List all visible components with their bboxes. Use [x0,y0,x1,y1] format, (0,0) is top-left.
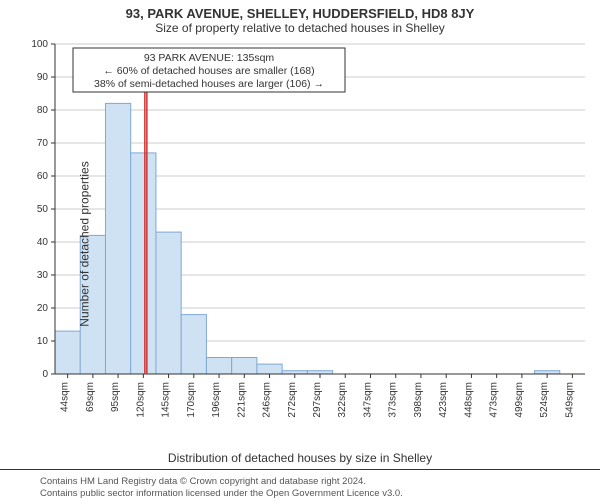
x-tick-label: 322sqm [337,382,348,418]
annotation-line-2: ← 60% of detached houses are smaller (16… [103,65,314,77]
x-tick-label: 373sqm [388,382,399,418]
histogram-bar [257,364,282,374]
x-tick-label: 473sqm [489,382,500,418]
y-tick-label: 80 [37,105,49,116]
annotation-line-1: 93 PARK AVENUE: 135sqm [144,52,275,64]
y-tick-label: 10 [37,336,49,347]
y-tick-label: 0 [42,369,48,380]
x-tick-label: 44sqm [60,382,71,412]
x-tick-label: 95sqm [110,382,121,412]
x-axis-label: Distribution of detached houses by size … [0,451,600,465]
x-tick-label: 272sqm [287,382,298,418]
y-tick-label: 100 [31,39,48,50]
x-tick-label: 196sqm [211,382,222,418]
y-tick-label: 30 [37,270,49,281]
x-tick-label: 448sqm [463,382,474,418]
x-tick-label: 423sqm [438,382,449,418]
x-tick-label: 499sqm [514,382,525,418]
histogram-bar [105,103,130,374]
histogram-bar [181,315,206,374]
x-tick-label: 145sqm [161,382,172,418]
x-tick-label: 120sqm [135,382,146,418]
histogram-bar [156,232,181,374]
y-tick-label: 50 [37,204,49,215]
chart-title-main: 93, PARK AVENUE, SHELLEY, HUDDERSFIELD, … [0,0,600,21]
y-tick-label: 40 [37,237,49,248]
histogram-bar [232,358,257,375]
x-tick-label: 170sqm [186,382,197,418]
footer-line-2: Contains public sector information licen… [40,488,590,500]
x-tick-label: 398sqm [413,382,424,418]
annotation-line-3: 38% of semi-detached houses are larger (… [94,78,324,90]
y-axis-label: Number of detached properties [78,161,92,326]
chart-title-sub: Size of property relative to detached ho… [0,21,600,39]
footer-attribution: Contains HM Land Registry data © Crown c… [0,469,600,501]
y-tick-label: 60 [37,171,49,182]
chart-container: Number of detached properties 0 10 20 30 40 5… [0,39,600,449]
histogram-bar [131,153,156,374]
histogram-bar [55,331,80,374]
y-tick-label: 90 [37,72,49,83]
footer-line-1: Contains HM Land Registry data © Crown c… [40,476,590,488]
x-tick-label: 69sqm [85,382,96,412]
y-tick-label: 70 [37,138,49,149]
x-tick-label: 524sqm [539,382,550,418]
histogram-bar [206,358,231,375]
x-tick-label: 297sqm [312,382,323,418]
x-tick-label: 246sqm [262,382,273,418]
x-tick-label: 221sqm [236,382,247,418]
x-tick-label: 549sqm [564,382,575,418]
y-tick-label: 20 [37,303,49,314]
x-tick-label: 347sqm [362,382,373,418]
